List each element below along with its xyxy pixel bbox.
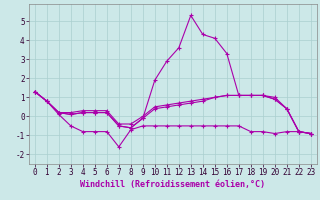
X-axis label: Windchill (Refroidissement éolien,°C): Windchill (Refroidissement éolien,°C) xyxy=(80,180,265,189)
